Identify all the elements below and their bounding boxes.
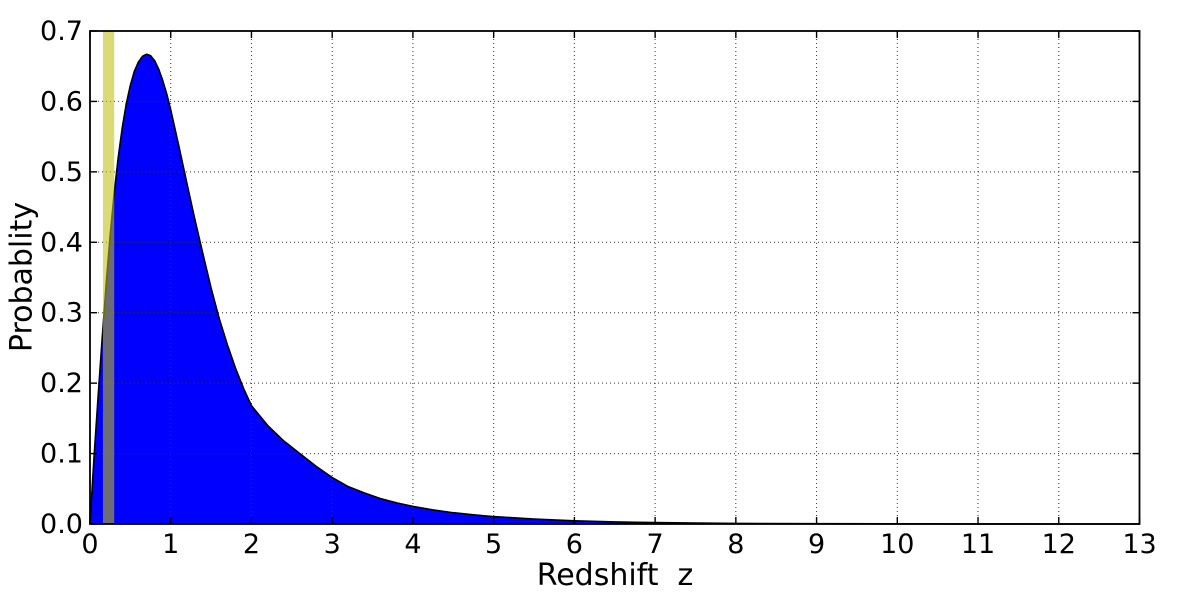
y-tick-label: 0.7 bbox=[40, 16, 83, 47]
y-tick-label: 0.0 bbox=[40, 509, 83, 540]
x-tick-label: 11 bbox=[961, 529, 995, 560]
x-tick-label: 10 bbox=[880, 529, 914, 560]
pdf-area-fill bbox=[90, 54, 1140, 525]
y-tick-label: 0.6 bbox=[40, 86, 83, 117]
x-tick-label: 7 bbox=[647, 529, 664, 560]
x-tick-label: 1 bbox=[162, 529, 179, 560]
y-axis-label: Probablity bbox=[4, 201, 40, 353]
y-tick-label: 0.3 bbox=[40, 298, 83, 329]
redshift-marker-band bbox=[102, 31, 115, 524]
plot-frame bbox=[89, 30, 1141, 525]
y-tick-label: 0.2 bbox=[40, 368, 83, 399]
y-tick-label: 0.5 bbox=[40, 157, 83, 188]
x-tick-label: 4 bbox=[404, 529, 421, 560]
x-tick-label: 2 bbox=[243, 529, 260, 560]
x-tick-label: 8 bbox=[727, 529, 744, 560]
x-axis-label: Redshift z bbox=[536, 558, 694, 593]
x-tick-label: 5 bbox=[485, 529, 502, 560]
y-tick-label: 0.1 bbox=[40, 439, 83, 470]
x-tick-label: 9 bbox=[808, 529, 825, 560]
pdf-curve-line bbox=[89, 53, 1140, 525]
x-tick-label: 0 bbox=[81, 529, 98, 560]
x-tick-label: 13 bbox=[1122, 529, 1156, 560]
x-tick-label: 6 bbox=[566, 529, 583, 560]
x-tick-label: 3 bbox=[324, 529, 341, 560]
x-tick-label: 12 bbox=[1042, 529, 1076, 560]
y-tick-label: 0.4 bbox=[40, 227, 83, 258]
